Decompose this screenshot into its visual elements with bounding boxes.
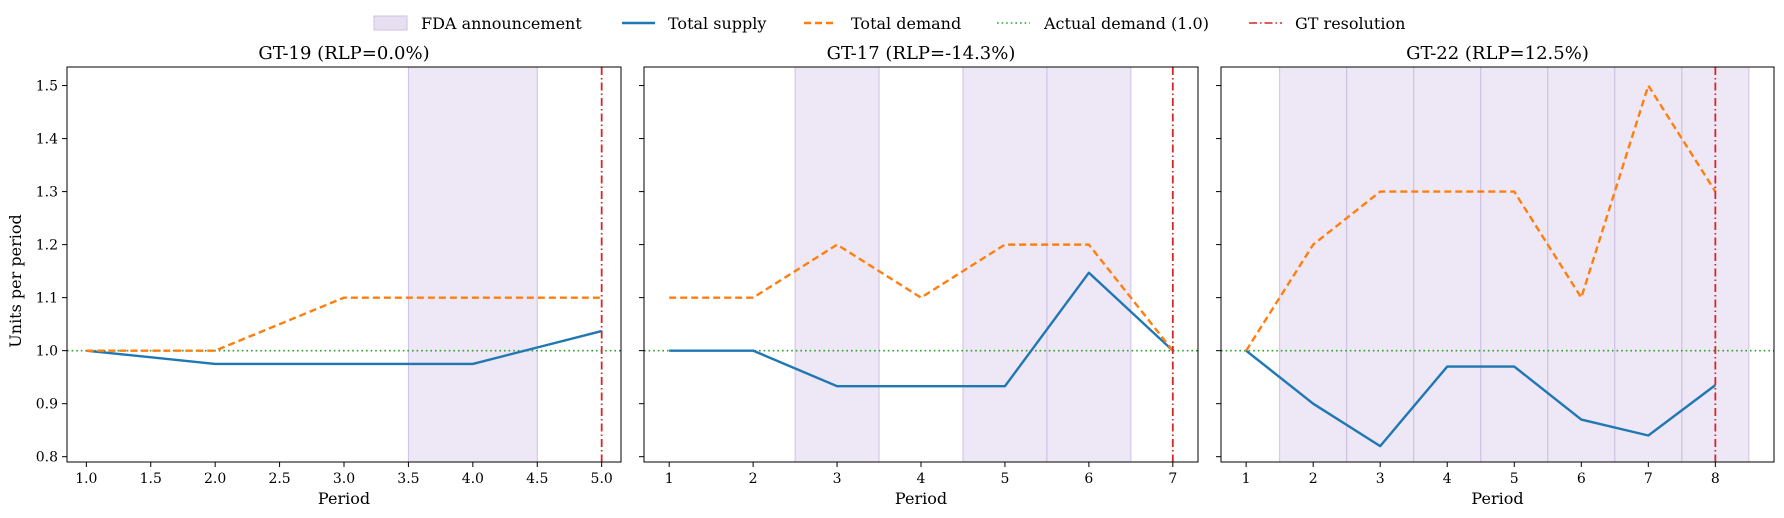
legend-swatch-fda: [373, 15, 408, 31]
y-tick-label: 1.2: [36, 238, 58, 254]
x-tick-label: 7: [1644, 471, 1653, 487]
x-tick-label: 4: [1443, 471, 1452, 487]
total-demand-line: [86, 296, 602, 352]
fda-span: [407, 67, 538, 462]
x-tick-label: 1.0: [75, 471, 97, 487]
legend-label-gt: GT resolution: [1295, 14, 1405, 33]
axes-frame: [66, 66, 622, 463]
x-tick-label: 1: [665, 471, 674, 487]
fda-span: [1279, 67, 1348, 462]
fda-span: [1346, 67, 1415, 462]
total-supply-line: [86, 329, 602, 366]
panels: 1.0 1.5 2.0 2.5 3.0 3.5 4.0 4.5 5.0 0.8 0.9 1.0 1.1 1…: [36, 43, 1775, 508]
y-tick-label: 1.1: [36, 291, 58, 307]
x-axis-label: Period: [895, 489, 947, 508]
x-tick-label: 5: [1000, 471, 1009, 487]
panel-1: 1.0 1.5 2.0 2.5 3.0 3.5 4.0 4.5 5.0 0.8 0.9 1.0 1.1 1…: [36, 43, 622, 508]
x-tick-label: 8: [1711, 471, 1720, 487]
legend-item-supply: Total supply: [622, 14, 766, 33]
axes-frame: [1220, 66, 1775, 463]
fda-span: [1614, 67, 1683, 462]
y-tick-label: 1.5: [36, 79, 58, 95]
x-tick-label: 3: [1376, 471, 1385, 487]
legend-item-demand: Total demand: [804, 14, 961, 33]
x-tick-label: 2: [1309, 471, 1318, 487]
plot-area: [644, 67, 1198, 462]
legend-item-actual: Actual demand (1.0): [997, 14, 1209, 33]
x-tick-label: 3.0: [333, 471, 355, 487]
x-tick-label: 5: [1510, 471, 1519, 487]
x-tick-label: 1: [1242, 471, 1251, 487]
y-axis-label: Units per period: [6, 214, 25, 347]
x-tick-label: 6: [1577, 471, 1586, 487]
total-supply-line: [1245, 349, 1717, 448]
y-tick-label: 1.0: [36, 344, 58, 360]
plot-area: [67, 67, 621, 462]
legend-label-actual: Actual demand (1.0): [1043, 14, 1209, 33]
panel-title: GT-17 (RLP=-14.3%): [827, 43, 1016, 64]
x-tick-label: 2.0: [204, 471, 226, 487]
x-axis-label: Period: [1471, 489, 1523, 508]
legend-item-gt: GT resolution: [1249, 14, 1405, 33]
y-tick-label: 1.3: [36, 185, 58, 201]
fda-span: [1480, 67, 1549, 462]
x-tick-label: 4: [917, 471, 926, 487]
y-tick-label: 0.9: [36, 397, 58, 413]
x-tick-label: 2: [749, 471, 758, 487]
panel-3: 1 2 3 4 5 6 7 8 GT-22 (RLP=12.5%) Period: [1216, 43, 1775, 508]
x-tick-label: 2.5: [268, 471, 290, 487]
fda-span: [794, 67, 880, 462]
fda-span: [1413, 67, 1482, 462]
legend-label-supply: Total supply: [668, 14, 766, 33]
x-tick-label: 4.5: [526, 471, 548, 487]
x-tick-label: 4.0: [462, 471, 484, 487]
x-tick-label: 5.0: [591, 471, 613, 487]
panel-title: GT-19 (RLP=0.0%): [258, 43, 429, 64]
legend-label-fda: FDA announcement: [421, 14, 582, 33]
total-demand-line: [669, 243, 1174, 352]
panel-2: 1 2 3 4 5 6 7 GT-17 (RLP=-14.3%) Period: [639, 43, 1199, 508]
x-axis-label: Period: [318, 489, 370, 508]
plot-area: [1221, 67, 1774, 462]
x-tick-label: 7: [1168, 471, 1177, 487]
x-tick-label: 3.5: [397, 471, 419, 487]
panel-title: GT-22 (RLP=12.5%): [1406, 43, 1589, 64]
x-tick-label: 6: [1084, 471, 1093, 487]
total-supply-line: [669, 271, 1174, 388]
x-tick-label: 1.5: [140, 471, 162, 487]
fda-span: [1547, 67, 1616, 462]
total-demand-line: [1245, 84, 1717, 352]
fda-span: [1046, 67, 1132, 462]
legend-item-fda: FDA announcement: [373, 14, 582, 33]
legend: FDA announcement Total supply Total dema…: [373, 14, 1405, 33]
x-tick-label: 3: [833, 471, 842, 487]
y-tick-label: 1.4: [36, 132, 58, 148]
y-tick-label: 0.8: [36, 450, 58, 466]
legend-label-demand: Total demand: [851, 14, 961, 33]
